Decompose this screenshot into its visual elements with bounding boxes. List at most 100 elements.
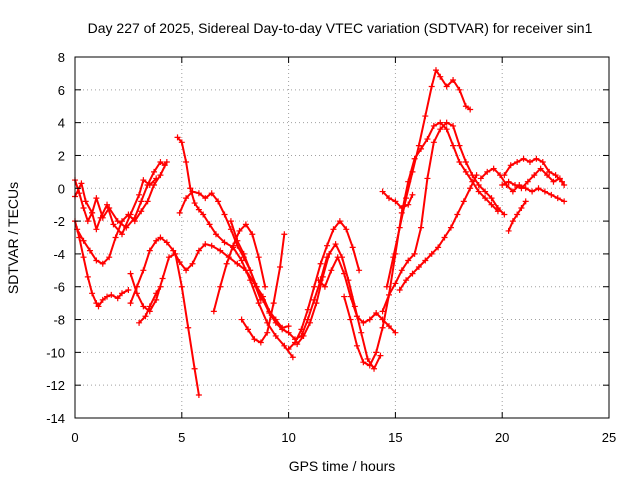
data-point [259,296,266,303]
data-point [200,211,207,218]
data-point [97,214,104,221]
data-point [281,231,288,238]
data-point [253,283,260,290]
data-point [159,275,166,282]
data-point [533,155,540,162]
data-point [104,293,111,300]
data-point [279,326,286,333]
data-point [396,287,403,294]
y-tick-label: -4 [53,247,65,262]
data-point [390,254,397,261]
data-point [488,201,495,208]
data-point [516,181,523,188]
data-point [240,250,247,257]
data-point [176,209,183,216]
data-point [443,83,450,90]
data-point [277,264,284,271]
data-point [415,264,422,271]
data-point [99,260,106,267]
data-point [140,267,147,274]
plot-frame [74,56,610,419]
data-point [306,319,313,326]
data-point [501,211,508,218]
data-point [529,188,536,195]
data-point [300,332,307,339]
data-point [93,257,100,264]
data-point [403,195,410,202]
data-point [385,291,392,298]
data-point [411,250,418,257]
data-point [518,204,525,211]
data-point [353,342,360,349]
series-arc-13 [285,218,363,353]
data-point [450,122,457,129]
data-point [422,113,429,120]
data-point [151,181,158,188]
data-point [99,296,106,303]
data-point [110,221,117,228]
data-point [552,172,559,179]
data-point [505,178,512,185]
series-arc-7 [136,283,164,326]
data-point [84,273,91,280]
y-tick-label: -10 [46,345,65,360]
data-point [93,226,100,233]
series-arc-23 [477,165,568,205]
data-point [373,309,380,316]
axis-ticks: 0 5 10 15 20 25 -14 -12 -10 -8 -6 -4 -2 0 2 4 6 8 [46,50,616,445]
data-point [304,306,311,313]
series-line [503,157,563,183]
data-point [93,195,100,202]
series-line [381,121,506,313]
y-tick-label: -8 [53,313,65,328]
data-point [183,195,190,202]
data-point [520,155,527,162]
data-point [415,142,422,149]
data-point [133,283,140,290]
data-point [313,300,320,307]
data-point [437,73,444,80]
data-point [319,273,326,280]
data-point [554,195,561,202]
data-point [217,247,224,254]
data-point [556,175,563,182]
data-point [80,254,87,261]
data-point [86,247,93,254]
series-arc-2 [72,175,160,238]
data-point [227,218,234,225]
data-point [89,290,96,297]
series-line [381,190,414,209]
data-point [104,201,111,208]
data-point [467,106,474,113]
data-point [460,198,467,205]
data-point [125,211,132,218]
data-point [266,309,273,316]
series-arc-11 [238,231,288,346]
data-point [371,365,378,372]
y-tick-label: -14 [46,411,65,426]
series-arc-20 [379,188,416,211]
data-point [146,247,153,254]
data-point [157,159,164,166]
data-point [195,247,202,254]
data-point [245,326,252,333]
data-point [251,336,258,343]
data-point [191,365,198,372]
data-point [326,250,333,257]
data-point [217,283,224,290]
data-point [238,316,245,323]
data-point [424,175,431,182]
data-point [157,234,164,241]
data-point [441,234,448,241]
data-point [185,324,192,331]
data-point [437,119,444,126]
x-tick-label: 5 [178,430,185,445]
data-point [347,316,354,323]
data-point [221,239,228,246]
data-point [285,329,292,336]
data-point [138,198,145,205]
series-line [229,220,328,341]
data-point [409,191,416,198]
series-arc-10 [210,221,269,315]
data-point [264,329,271,336]
